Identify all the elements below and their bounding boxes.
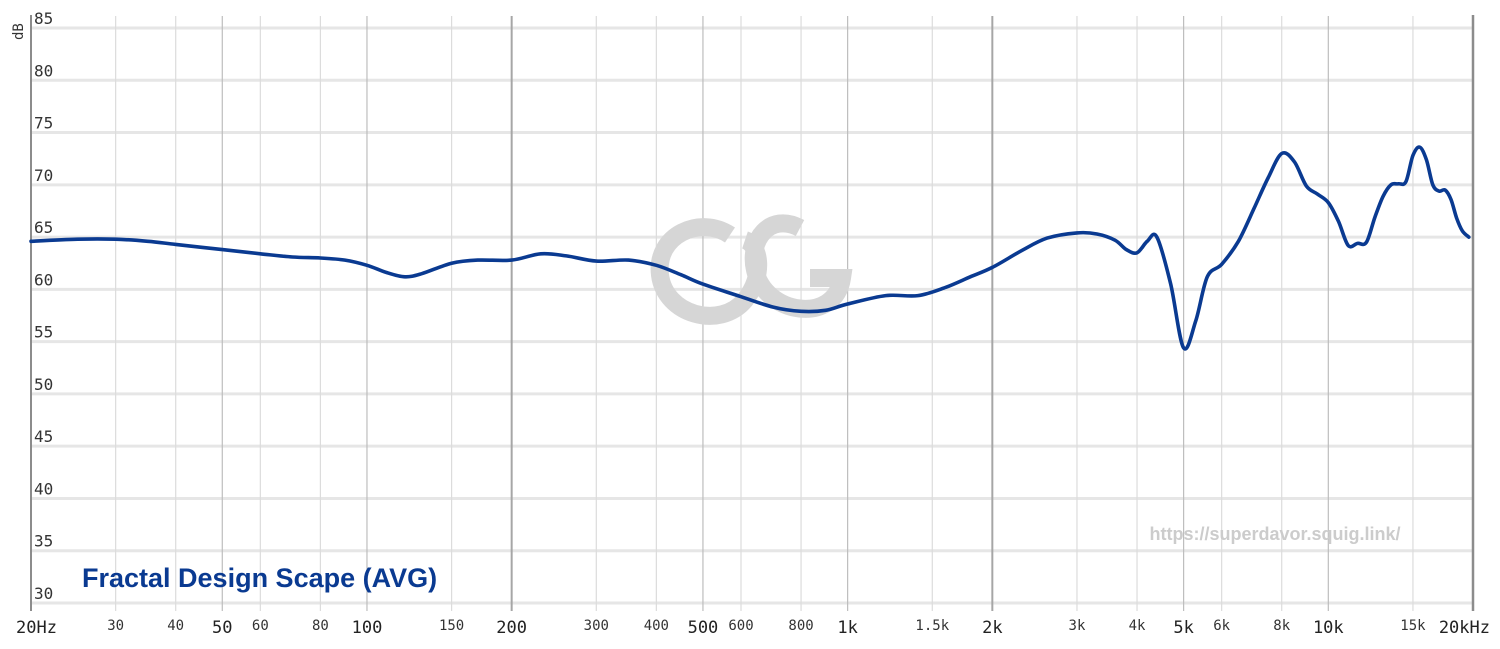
y-tick-label: 75: [34, 114, 53, 133]
x-tick-label: 5k: [1173, 618, 1193, 638]
grid-lines: [30, 16, 1474, 611]
x-tick-label: 200: [496, 618, 527, 638]
x-tick-label: 500: [688, 618, 719, 638]
y-tick-label: 45: [34, 427, 53, 446]
watermark-url: https://superdavor.squig.link/: [1149, 524, 1400, 544]
x-tick-label: 100: [352, 618, 383, 638]
x-tick-label: 2k: [982, 618, 1002, 638]
x-tick-label: 150: [439, 618, 464, 634]
x-tick-label: 6k: [1213, 618, 1230, 634]
x-tick-label: 1.5k: [915, 618, 949, 634]
y-tick-label: 30: [34, 584, 53, 603]
x-tick-label: 600: [728, 618, 753, 634]
x-tick-label: 8k: [1273, 618, 1290, 634]
y-tick-labels: 30 35 40 45 50 55 60 65 70 75 80 85: [34, 9, 53, 603]
y-axis-label: dB: [11, 23, 27, 40]
x-tick-label: 60: [252, 618, 269, 634]
chart-title: Fractal Design Scape (AVG): [82, 563, 437, 593]
series-line: [29, 145, 1471, 351]
axes: [30, 15, 1475, 611]
x-tick-label: 50: [212, 618, 232, 638]
y-tick-label: 65: [34, 218, 53, 237]
x-tick-label: 40: [167, 618, 184, 634]
x-tick-label: 10k: [1313, 618, 1344, 638]
y-tick-label: 80: [34, 61, 53, 80]
x-tick-label: 800: [788, 618, 813, 634]
y-tick-label: 85: [34, 9, 53, 28]
y-tick-label: 60: [34, 270, 53, 289]
x-tick-label: 3k: [1069, 618, 1086, 634]
y-tick-label: 55: [34, 323, 53, 342]
y-tick-label: 70: [34, 166, 53, 185]
x-tick-label: 400: [644, 618, 669, 634]
x-tick-label: 80: [312, 618, 329, 634]
x-tick-label: 15k: [1400, 618, 1426, 634]
x-tick-label: 30: [107, 618, 124, 634]
y-tick-label: 35: [34, 532, 53, 551]
y-tick-label: 40: [34, 479, 53, 498]
series-layer: [29, 145, 1471, 351]
x-tick-label: 4k: [1129, 618, 1146, 634]
squiglink-logo-watermark: [650, 214, 853, 325]
x-tick-label: 300: [584, 618, 609, 634]
x-tick-label: 20kHz: [1439, 618, 1490, 638]
x-tick-label: 20Hz: [16, 618, 57, 638]
y-tick-label: 50: [34, 375, 53, 394]
x-tick-label: 1k: [837, 618, 857, 638]
x-tick-labels: 20Hz 30 40 50 60 80 100 150 200 300 400 500 600 800 1k…: [16, 618, 1490, 638]
